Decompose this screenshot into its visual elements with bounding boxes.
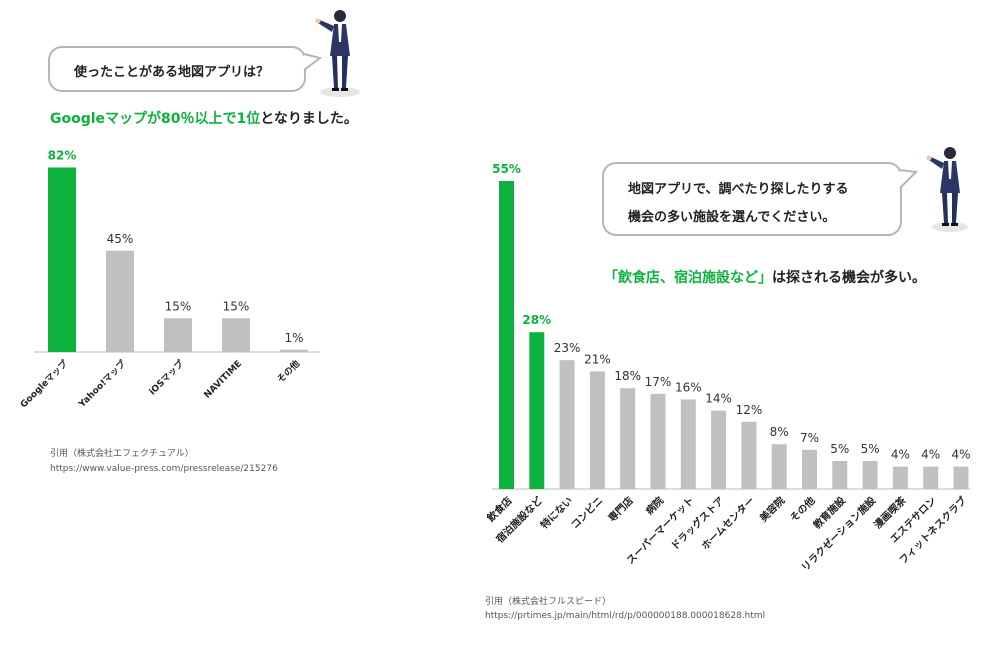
chart-right: 55%飲食店28%宿泊施設など23%特にない21%コンビニ18%専門店17%病院… [484,162,971,574]
bar [741,421,757,489]
citation-right: 引用（株式会社フルスピード） [485,597,612,607]
value-label: 7% [800,431,819,445]
businessman-illustration-right [926,147,968,232]
value-label: 5% [830,442,849,456]
category-label: ホームセンター [699,495,757,553]
headline-right-rest: は探される機会が多い。 [772,270,926,286]
bar [222,318,250,352]
bar [953,466,969,489]
question-text-right-line2: 機会の多い施設を選んでください。 [628,210,836,225]
category-label: ドラッグストア [668,494,727,553]
citation-url-right: https://prtimes.jp/main/html/rd/p/000000… [485,611,766,621]
bar [589,371,605,489]
question-bubble-left: 使ったことがある地図アプリは？ [48,46,306,92]
bar [650,393,666,489]
headline-left-green: Googleマップが80％以上で1位 [50,111,261,127]
category-label: Yahoo!マップ [75,357,128,410]
bar [923,466,939,489]
category-label: 飲食店 [484,494,515,525]
value-label: 18% [614,369,641,383]
value-label: 15% [165,299,192,313]
value-label: 23% [554,341,581,355]
category-label: iOSマップ [146,357,186,397]
bar [680,399,696,489]
bar [620,388,636,489]
value-label: 4% [891,448,910,462]
citation-url-left: https://www.value-press.com/pressrelease… [50,464,278,474]
bar [892,466,908,489]
headline-left: Googleマップが80％以上で1位となりました。 [50,108,358,128]
category-label: コンビニ [568,494,605,531]
value-label: 12% [736,403,763,417]
headline-left-rest: となりました。 [260,111,358,127]
value-label: 15% [223,299,250,313]
bar [771,444,787,489]
bar [106,250,134,352]
bar [164,318,192,352]
bar [559,360,575,489]
headline-right: 「飲食店、宿泊施設など」は探される機会が多い。 [604,267,926,287]
value-label: 14% [705,392,732,406]
chart-left: 82% Googleマップ 45% Yahoo!マップ 15% iOSマップ 15% NAVI… [18,149,320,410]
bar [48,167,76,352]
category-label: その他 [275,358,303,386]
question-text-right-line1: 地図アプリで、調べたり探したりする [628,182,849,197]
question-bubble-right: 地図アプリで、調べたり探したりする 機会の多い施設を選んでください。 [602,162,902,236]
citation-left: 引用（株式会社エフェクチュアル） [50,449,194,459]
category-label: その他 [787,494,817,524]
category-label: 特にない [538,494,575,531]
value-label: 8% [770,425,789,439]
value-label: 17% [645,375,672,389]
value-label: 5% [861,442,880,456]
value-label: 82% [48,149,77,163]
value-label: 45% [107,232,134,246]
bubble-tail-left [302,53,322,71]
bar [499,181,514,489]
value-label: 55% [492,162,521,176]
value-label: 1% [284,331,303,345]
category-label: Googleマップ [18,357,71,410]
value-label: 21% [584,352,611,366]
bar [280,349,308,352]
bar [529,332,545,489]
value-label: 28% [522,313,551,327]
category-label: 病院 [643,494,666,517]
bar [802,449,817,489]
businessman-illustration-left [315,10,360,97]
value-label: 4% [921,448,940,462]
bar [832,461,848,489]
bar [711,410,727,489]
category-label: 美容院 [757,494,787,524]
value-label: 16% [675,380,702,394]
value-label: 4% [951,448,970,462]
bar [862,461,878,489]
question-text-left: 使ったことがある地図アプリは？ [74,65,270,80]
headline-right-green: 「飲食店、宿泊施設など」 [604,270,772,286]
bubble-tail-right [898,169,918,189]
category-label: 専門店 [605,494,635,524]
category-label: NAVITIME [203,359,245,401]
